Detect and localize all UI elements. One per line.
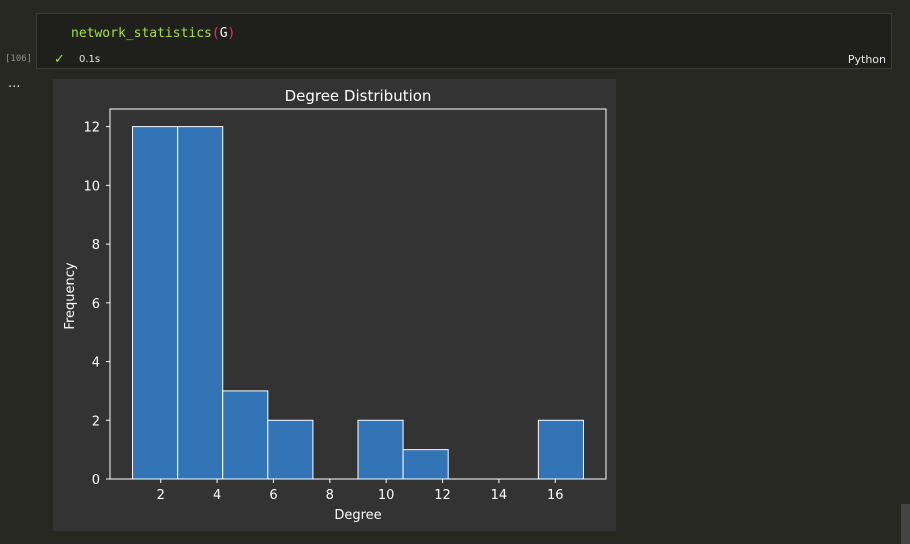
y-tick-label: 4 [92,356,100,371]
y-tick-label: 10 [83,179,100,194]
histogram-bar [267,419,314,480]
execution-time: 0.1s [79,54,101,65]
x-axis-label: Degree [334,508,381,523]
code-close-paren: ) [227,26,236,41]
y-axis-label: Frequency [63,262,78,329]
code-cell[interactable]: network_statistics(G) ✓ 0.1s Python [36,13,892,69]
language-label[interactable]: Python [847,53,886,66]
y-tick-label: 0 [92,473,100,488]
x-tick-label: 6 [269,488,277,503]
execution-count: [106] [5,54,33,64]
histogram-bar [537,419,584,480]
y-tick-label: 2 [92,414,100,429]
y-tick-label: 8 [92,238,100,253]
histogram-bar [402,449,449,480]
code-argument: G [219,26,228,41]
plot-frame [109,108,607,480]
code-line[interactable]: network_statistics(G) [71,26,235,41]
check-icon: ✓ [54,52,65,67]
chart-figure: Degree Distribution Degree Frequency 2 4 6… [53,79,616,531]
x-tick-label: 2 [157,488,165,503]
chart-title: Degree Distribution [285,87,432,105]
histogram-bar [357,419,404,480]
x-tick-label: 14 [491,488,508,503]
histogram-bar [132,126,179,480]
x-tick-label: 16 [547,488,564,503]
output-more-icon[interactable]: ... [8,76,21,91]
degree-histogram: Degree Distribution Degree Frequency 2 4 6… [63,87,607,523]
x-tick-label: 10 [378,488,395,503]
scrollbar-thumb[interactable] [901,504,910,544]
x-tick-label: 4 [213,488,221,503]
histogram-bar [177,126,224,480]
x-tick-label: 12 [434,488,451,503]
histogram-bar [222,390,269,480]
code-function: network_statistics [71,26,212,41]
y-tick-label: 12 [83,121,100,136]
x-tick-label: 8 [326,488,334,503]
code-open-paren: ( [211,26,220,41]
y-tick-label: 6 [92,297,100,312]
